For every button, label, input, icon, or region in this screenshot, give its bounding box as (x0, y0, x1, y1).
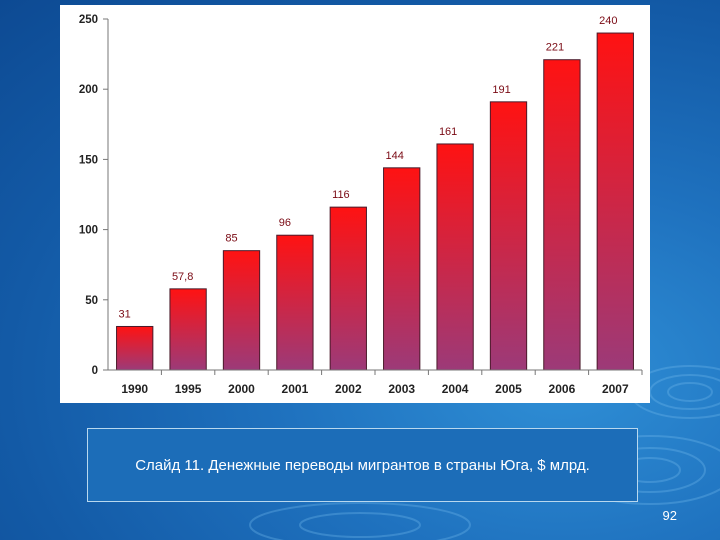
bar-2006 (543, 59, 581, 371)
data-label-2002: 116 (332, 189, 350, 201)
x-tick-label-2007: 2007 (602, 382, 629, 396)
data-label-2003: 144 (386, 150, 404, 162)
bar-1995 (169, 288, 207, 371)
data-label-1995: 57,8 (172, 271, 193, 283)
data-label-2000: 85 (225, 233, 237, 245)
x-tick-label-1995: 1995 (175, 382, 202, 396)
y-tick-label: 250 (79, 14, 98, 26)
bar-2004 (436, 143, 474, 371)
x-tick-label-2006: 2006 (549, 382, 576, 396)
x-tick-label-2002: 2002 (335, 382, 362, 396)
data-label-1990: 31 (119, 308, 131, 320)
y-axis: 0 50 100 150 200 250 (79, 14, 109, 377)
bar-1990 (116, 325, 154, 371)
data-label-2005: 191 (492, 84, 510, 96)
y-tick-label: 50 (85, 295, 98, 307)
x-tick-label-1990: 1990 (121, 382, 148, 396)
bar-2007 (596, 32, 634, 371)
bar-2001 (276, 234, 314, 371)
caption-box: Слайд 11. Денежные переводы мигрантов в … (87, 428, 638, 502)
page-number: 92 (662, 508, 677, 523)
y-tick-label: 200 (79, 84, 98, 96)
data-label-2004: 161 (439, 126, 457, 138)
chart-panel: 0 50 100 150 200 250 31 57,8 85 96 116 144 161 191 22… (60, 5, 650, 403)
y-tick-label: 150 (79, 154, 98, 166)
bar-2005 (489, 101, 528, 371)
x-tick-label-2004: 2004 (442, 382, 469, 396)
bar-2002 (329, 206, 367, 371)
data-label-2001: 96 (279, 217, 291, 229)
y-tick-label: 100 (79, 225, 98, 237)
slide-caption: Слайд 11. Денежные переводы мигрантов в … (135, 456, 590, 474)
bars: 31 57,8 85 96 116 144 161 191 221 240 (116, 15, 634, 371)
bar-2003 (383, 167, 421, 371)
y-tick-label: 0 (92, 365, 98, 377)
bar-2000 (222, 250, 261, 371)
data-label-2007: 240 (599, 15, 617, 27)
x-tick-label-2005: 2005 (495, 382, 522, 396)
x-tick-label-2000: 2000 (228, 382, 255, 396)
x-tick-label-2003: 2003 (388, 382, 415, 396)
x-tick-label-2001: 2001 (282, 382, 309, 396)
bar-chart: 0 50 100 150 200 250 31 57,8 85 96 116 144 161 191 22… (79, 14, 643, 396)
data-label-2006: 221 (546, 42, 564, 54)
x-axis: 1990 1995 2000 2001 2002 2003 2004 2005 2006 2007 (108, 369, 643, 396)
